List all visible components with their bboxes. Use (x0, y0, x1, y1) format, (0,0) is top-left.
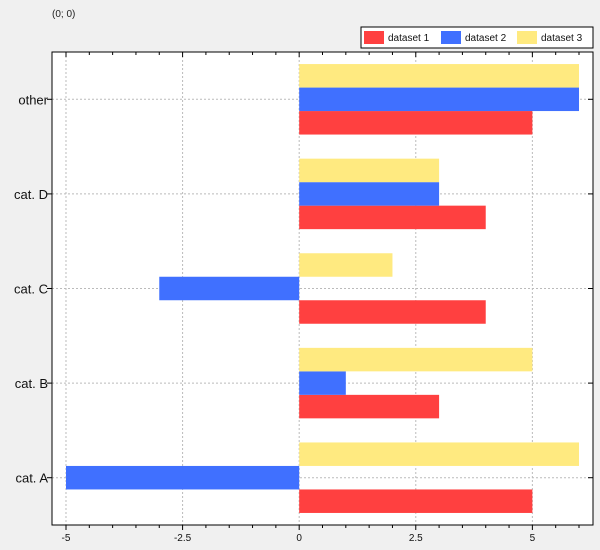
bar-series2-cat-b (299, 371, 346, 395)
bar-series1-cat-a (299, 489, 533, 513)
y-tick-label-1: cat. B (15, 376, 48, 391)
x-tick-label-3: 2.5 (409, 533, 423, 544)
legend-swatch-series2 (441, 31, 461, 44)
legend-label-series1: dataset 1 (388, 33, 430, 44)
y-tick-label-2: cat. C (14, 282, 48, 297)
bar-series2-other (299, 87, 580, 112)
bar-series1-other (299, 111, 533, 135)
y-tick-label-4: other (18, 92, 48, 107)
bars (65, 64, 580, 513)
x-tick-label-2: 0 (296, 533, 302, 544)
bar-series1-cat-b (299, 394, 440, 419)
x-tick-label-4: 5 (530, 533, 536, 544)
bar-series1-cat-d (299, 205, 486, 230)
legend-swatch-series1 (364, 31, 384, 44)
legend-swatch-series3 (517, 31, 537, 44)
y-tick-label-3: cat. D (14, 187, 48, 202)
y-axis: cat. A cat. B cat. C cat. D other (14, 92, 593, 486)
legend-label-series3: dataset 3 (541, 33, 583, 44)
bar-series2-cat-a (65, 465, 300, 490)
coordinate-readout: (0; 0) (52, 9, 75, 20)
bar-series3-other (299, 64, 580, 88)
bar-series1-cat-c (299, 300, 486, 324)
x-tick-label-0: -5 (62, 533, 71, 544)
legend: dataset 1 dataset 2 dataset 3 (360, 26, 594, 49)
legend-label-series2: dataset 2 (465, 33, 507, 44)
y-tick-label-0: cat. A (15, 471, 48, 486)
bar-series2-cat-d (299, 182, 440, 206)
bar-series2-cat-c (159, 276, 300, 301)
bar-series3-cat-d (299, 158, 440, 183)
bar-series3-cat-b (299, 347, 533, 372)
bar-series3-cat-a (299, 442, 580, 466)
bar-series3-cat-c (299, 253, 393, 277)
x-axis: -5 -2.5 0 2.5 5 (62, 52, 580, 544)
x-tick-label-1: -2.5 (174, 533, 192, 544)
